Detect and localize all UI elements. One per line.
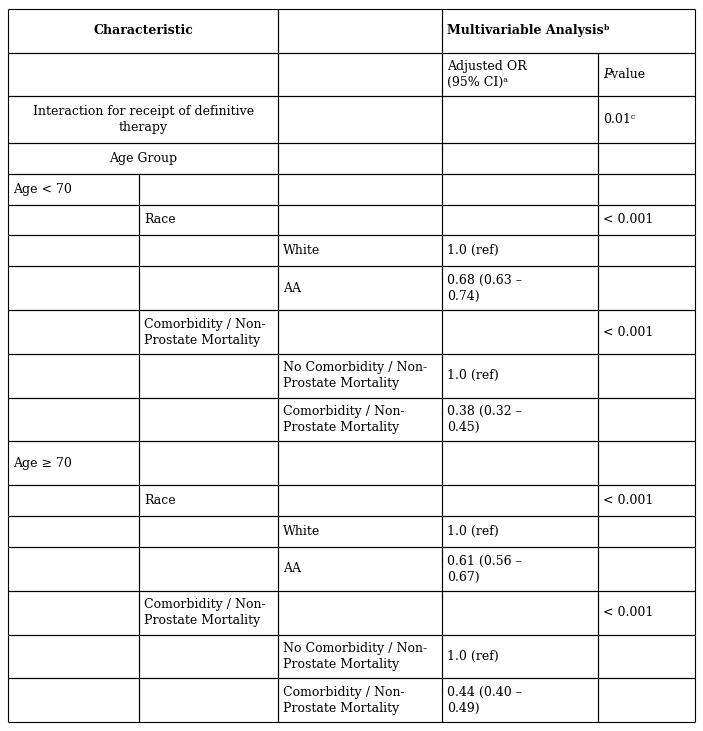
Text: White: White [283,244,320,257]
Text: 0.68 (0.63 –
0.74): 0.68 (0.63 – 0.74) [447,273,522,303]
Text: Age ≥ 70: Age ≥ 70 [13,457,72,470]
Text: 1.0 (ref): 1.0 (ref) [447,650,498,663]
Text: Comorbidity / Non-
Prostate Mortality: Comorbidity / Non- Prostate Mortality [144,598,266,627]
Text: No Comorbidity / Non-
Prostate Mortality: No Comorbidity / Non- Prostate Mortality [283,642,427,671]
Text: AA: AA [283,562,301,575]
Text: Characteristic: Characteristic [93,24,193,37]
Text: Multivariable Analysisᵇ: Multivariable Analysisᵇ [447,24,610,37]
Text: < 0.001: < 0.001 [602,494,653,507]
Text: AA: AA [283,281,301,295]
Text: 1.0 (ref): 1.0 (ref) [447,369,498,382]
Text: Comorbidity / Non-
Prostate Mortality: Comorbidity / Non- Prostate Mortality [144,317,266,346]
Text: No Comorbidity / Non-
Prostate Mortality: No Comorbidity / Non- Prostate Mortality [283,361,427,390]
Text: White: White [283,525,320,538]
Text: < 0.001: < 0.001 [602,213,653,227]
Text: 1.0 (ref): 1.0 (ref) [447,525,498,538]
Text: 0.61 (0.56 –
0.67): 0.61 (0.56 – 0.67) [447,555,522,583]
Text: 0.38 (0.32 –
0.45): 0.38 (0.32 – 0.45) [447,405,522,434]
Text: Comorbidity / Non-
Prostate Mortality: Comorbidity / Non- Prostate Mortality [283,686,404,715]
Text: 1.0 (ref): 1.0 (ref) [447,244,498,257]
Text: Race: Race [144,494,176,507]
Text: Age < 70: Age < 70 [13,183,72,196]
Text: Comorbidity / Non-
Prostate Mortality: Comorbidity / Non- Prostate Mortality [283,405,404,434]
Text: -value: -value [607,68,645,81]
Text: 0.01ᶜ: 0.01ᶜ [602,113,635,126]
Text: < 0.001: < 0.001 [602,606,653,619]
Text: Race: Race [144,213,176,227]
Text: Age Group: Age Group [109,151,177,164]
Text: < 0.001: < 0.001 [602,325,653,338]
Text: 0.44 (0.40 –
0.49): 0.44 (0.40 – 0.49) [447,686,522,715]
Text: P: P [602,68,611,81]
Text: Interaction for receipt of definitive
therapy: Interaction for receipt of definitive th… [32,105,254,134]
Text: Adjusted OR
(95% CI)ᵃ: Adjusted OR (95% CI)ᵃ [447,60,527,89]
